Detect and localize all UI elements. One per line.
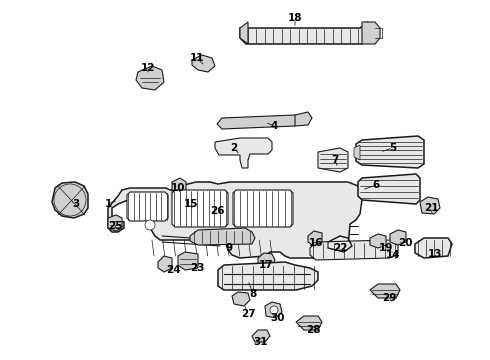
Polygon shape bbox=[218, 262, 318, 290]
Polygon shape bbox=[308, 231, 322, 246]
Polygon shape bbox=[415, 238, 452, 258]
Polygon shape bbox=[318, 148, 348, 172]
Polygon shape bbox=[370, 284, 400, 298]
Polygon shape bbox=[192, 55, 215, 72]
Text: 1: 1 bbox=[104, 199, 112, 209]
Text: 25: 25 bbox=[108, 221, 122, 231]
Text: 3: 3 bbox=[73, 199, 80, 209]
Text: 31: 31 bbox=[254, 337, 268, 347]
Polygon shape bbox=[258, 253, 275, 268]
Polygon shape bbox=[108, 182, 362, 258]
Text: 13: 13 bbox=[428, 249, 442, 259]
Text: 24: 24 bbox=[166, 265, 180, 275]
Text: 12: 12 bbox=[141, 63, 155, 73]
Text: 20: 20 bbox=[398, 238, 412, 248]
Polygon shape bbox=[310, 240, 398, 260]
Text: 11: 11 bbox=[190, 53, 204, 63]
Polygon shape bbox=[265, 302, 282, 318]
Polygon shape bbox=[390, 230, 406, 245]
Text: 7: 7 bbox=[331, 155, 339, 165]
Text: 8: 8 bbox=[249, 289, 257, 299]
Polygon shape bbox=[296, 316, 322, 330]
Polygon shape bbox=[108, 215, 122, 231]
Text: 2: 2 bbox=[230, 143, 238, 153]
Polygon shape bbox=[240, 22, 248, 44]
Text: 9: 9 bbox=[225, 243, 233, 253]
Text: 30: 30 bbox=[271, 313, 285, 323]
Polygon shape bbox=[172, 178, 186, 196]
Text: 28: 28 bbox=[306, 325, 320, 335]
Text: 27: 27 bbox=[241, 309, 255, 319]
Polygon shape bbox=[362, 22, 380, 44]
Text: 5: 5 bbox=[390, 143, 396, 153]
Polygon shape bbox=[217, 115, 300, 129]
Text: 17: 17 bbox=[259, 260, 273, 270]
Polygon shape bbox=[232, 292, 250, 306]
Polygon shape bbox=[178, 252, 198, 270]
Text: 4: 4 bbox=[270, 121, 278, 131]
Text: 29: 29 bbox=[382, 293, 396, 303]
Text: 16: 16 bbox=[309, 238, 323, 248]
Polygon shape bbox=[358, 174, 420, 204]
Text: 22: 22 bbox=[333, 243, 347, 253]
Polygon shape bbox=[172, 190, 228, 227]
Circle shape bbox=[270, 306, 278, 314]
Polygon shape bbox=[354, 145, 360, 160]
Polygon shape bbox=[127, 192, 168, 221]
Text: 26: 26 bbox=[210, 206, 224, 216]
Text: 18: 18 bbox=[288, 13, 302, 23]
Polygon shape bbox=[240, 22, 368, 44]
Polygon shape bbox=[194, 202, 224, 218]
Polygon shape bbox=[420, 197, 440, 214]
Polygon shape bbox=[356, 136, 424, 168]
Text: 14: 14 bbox=[386, 250, 400, 260]
Polygon shape bbox=[182, 197, 194, 213]
Polygon shape bbox=[52, 182, 88, 218]
Text: 21: 21 bbox=[424, 203, 438, 213]
Text: 6: 6 bbox=[372, 180, 380, 190]
Polygon shape bbox=[190, 228, 255, 245]
Text: 15: 15 bbox=[184, 199, 198, 209]
Polygon shape bbox=[295, 112, 312, 126]
Text: 23: 23 bbox=[190, 263, 204, 273]
Polygon shape bbox=[136, 66, 164, 90]
Polygon shape bbox=[233, 190, 293, 227]
Polygon shape bbox=[158, 256, 172, 272]
Text: 10: 10 bbox=[171, 183, 185, 193]
Polygon shape bbox=[370, 234, 386, 248]
Polygon shape bbox=[252, 330, 270, 342]
Polygon shape bbox=[215, 138, 272, 168]
Text: 19: 19 bbox=[379, 243, 393, 253]
Circle shape bbox=[145, 220, 155, 230]
